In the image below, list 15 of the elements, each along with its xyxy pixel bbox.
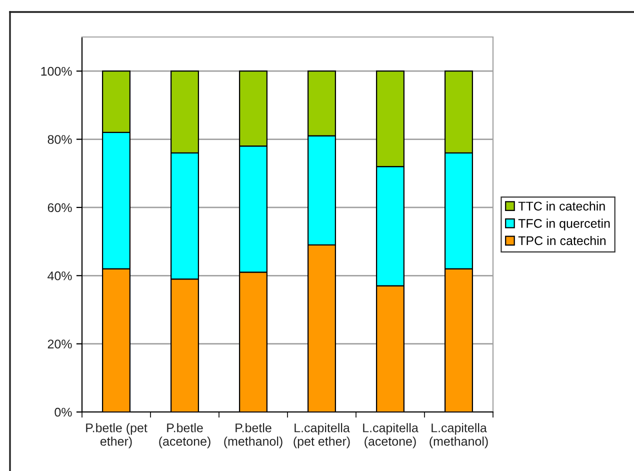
legend-label: TFC in quercetin [518,218,610,230]
legend-label: TPC in catechin [518,236,606,246]
x-tick-label: L.capitella (pet ether) [294,423,350,448]
x-tick-label: L.capitella (acetone) [363,423,418,448]
x-tick-label: L.capitella (methanol) [430,423,488,448]
y-tick-label: 100% [41,66,72,76]
x-tick-label: P.betle (pet ether) [86,423,148,448]
legend-label: TTC in catechin [518,201,605,211]
x-tick-label: P.betle (acetone) [159,423,210,448]
y-tick-label: 60% [48,203,72,212]
y-tick-label: 20% [48,340,72,348]
y-tick-label: 80% [48,135,72,144]
x-tick-label: P.betle (methanol) [224,423,282,448]
y-tick-label: 40% [48,271,72,280]
y-tick-label: 0% [54,408,72,417]
